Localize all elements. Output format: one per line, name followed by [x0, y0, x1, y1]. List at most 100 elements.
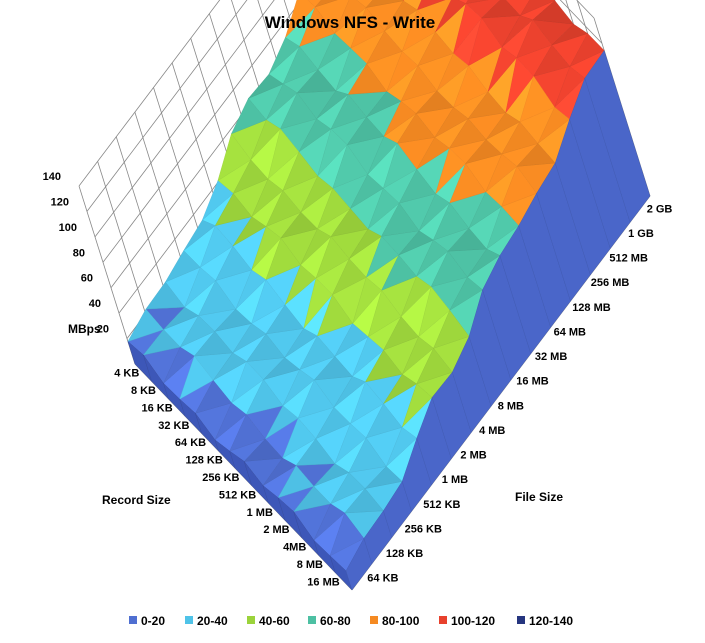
- surface-facet: [346, 116, 385, 146]
- surface-facet: [485, 112, 521, 140]
- surface-facet: [366, 91, 402, 118]
- surface-facet: [250, 119, 281, 160]
- surface-facet: [243, 438, 283, 462]
- surface-facet: [383, 316, 419, 351]
- surface-facet: [198, 280, 237, 316]
- surface-facet: [232, 216, 267, 247]
- surface-facet: [217, 133, 252, 182]
- surface-facet: [264, 405, 299, 440]
- surface-facet: [193, 331, 234, 357]
- surface-facet: [453, 65, 489, 108]
- surface-facet: [329, 512, 365, 557]
- surface-facet: [384, 0, 418, 32]
- surface-facet: [486, 206, 519, 250]
- surface-facet: [449, 276, 483, 311]
- surface-facet: [215, 245, 252, 281]
- surface-facet: [297, 379, 335, 419]
- surface-facet: [350, 381, 384, 425]
- x-tick-label: 128 KB: [186, 455, 223, 467]
- legend-label: 60-80: [320, 614, 351, 628]
- y-axis-label: File Size: [515, 490, 563, 504]
- surface-facet: [449, 163, 487, 204]
- surface-facet: [300, 175, 334, 213]
- surface-facet: [348, 437, 387, 473]
- surface-facet: [501, 121, 539, 155]
- surface-facet: [194, 379, 232, 414]
- surface-facet: [163, 346, 195, 384]
- surface-facet: [352, 336, 384, 377]
- surface-facet: [214, 402, 247, 441]
- x-tick-label: 4 KB: [114, 368, 139, 380]
- surface-facet: [251, 226, 282, 271]
- surface-facet: [402, 336, 434, 375]
- legend-swatch: [370, 616, 378, 624]
- surface-facet: [364, 466, 403, 489]
- surface-facet: [314, 0, 338, 8]
- surface-facet: [347, 63, 388, 95]
- surface-facet: [435, 0, 467, 33]
- surface-facet: [516, 143, 556, 167]
- y-tick-label: 64 MB: [554, 326, 586, 338]
- grid-line: [78, 185, 136, 365]
- surface-facet: [335, 47, 367, 92]
- surface-facet: [317, 187, 351, 230]
- surface-facet: [296, 69, 337, 94]
- y-tick-label: 512 MB: [609, 253, 648, 265]
- surface-facet: [430, 250, 468, 288]
- surface-facet: [334, 323, 369, 357]
- x-tick-label: 2 MB: [263, 524, 289, 536]
- surface-facet: [199, 225, 234, 268]
- surface-facet: [400, 65, 438, 102]
- surface-facet: [184, 266, 216, 308]
- surface-facet: [400, 275, 432, 317]
- surface-facet: [246, 333, 286, 362]
- surface-facet: [164, 250, 201, 283]
- surface-facet: [267, 128, 300, 180]
- surface-facet: [516, 19, 553, 59]
- surface-facet: [416, 347, 453, 385]
- surface-facet: [251, 279, 286, 324]
- surface-facet: [300, 228, 332, 266]
- surface-facet: [435, 147, 466, 194]
- surface-facet: [265, 237, 301, 281]
- x-tick-label: 64 KB: [175, 437, 206, 449]
- legend-label: 40-60: [259, 614, 290, 628]
- surface-facet: [303, 277, 333, 329]
- x-tick-label: 512 KB: [219, 489, 256, 501]
- surface-facet: [230, 98, 267, 135]
- surface-facet: [316, 90, 349, 120]
- surface-facet: [262, 457, 297, 486]
- z-tick-label: 100: [59, 222, 77, 234]
- x-tick-label: 1 MB: [247, 507, 273, 519]
- surface-facet: [265, 304, 305, 335]
- surface-facet: [331, 258, 367, 296]
- surface-facet: [396, 113, 436, 144]
- surface-facet: [299, 6, 336, 47]
- surface-facet: [383, 374, 417, 404]
- legend: 0-20 20-40 40-60 60-80 80-100 100-120 120-140: [129, 614, 573, 628]
- surface-facet: [533, 44, 571, 77]
- legend-swatch: [308, 616, 316, 624]
- surface-facet: [416, 239, 449, 277]
- surface-facet: [386, 50, 419, 93]
- x-tick-label: 256 KB: [202, 472, 239, 484]
- surface-facet: [501, 15, 534, 48]
- grid-line: [115, 136, 173, 315]
- surface-facet: [501, 165, 537, 207]
- surface-facet: [142, 329, 181, 356]
- x-axis-label: Record Size: [102, 493, 171, 507]
- surface-facet: [367, 136, 398, 175]
- surface-facet: [232, 323, 267, 354]
- surface-facet: [179, 315, 216, 348]
- surface-facet: [317, 128, 348, 177]
- surface-facet: [163, 306, 199, 330]
- surface-facet: [432, 202, 470, 241]
- surface-facet: [464, 139, 503, 165]
- surface-facet: [365, 403, 403, 439]
- surface-facet: [316, 294, 354, 337]
- surface-facet: [313, 356, 353, 381]
- surface-facet: [235, 269, 267, 310]
- surface-facet: [248, 73, 284, 99]
- surface-facet: [365, 235, 400, 278]
